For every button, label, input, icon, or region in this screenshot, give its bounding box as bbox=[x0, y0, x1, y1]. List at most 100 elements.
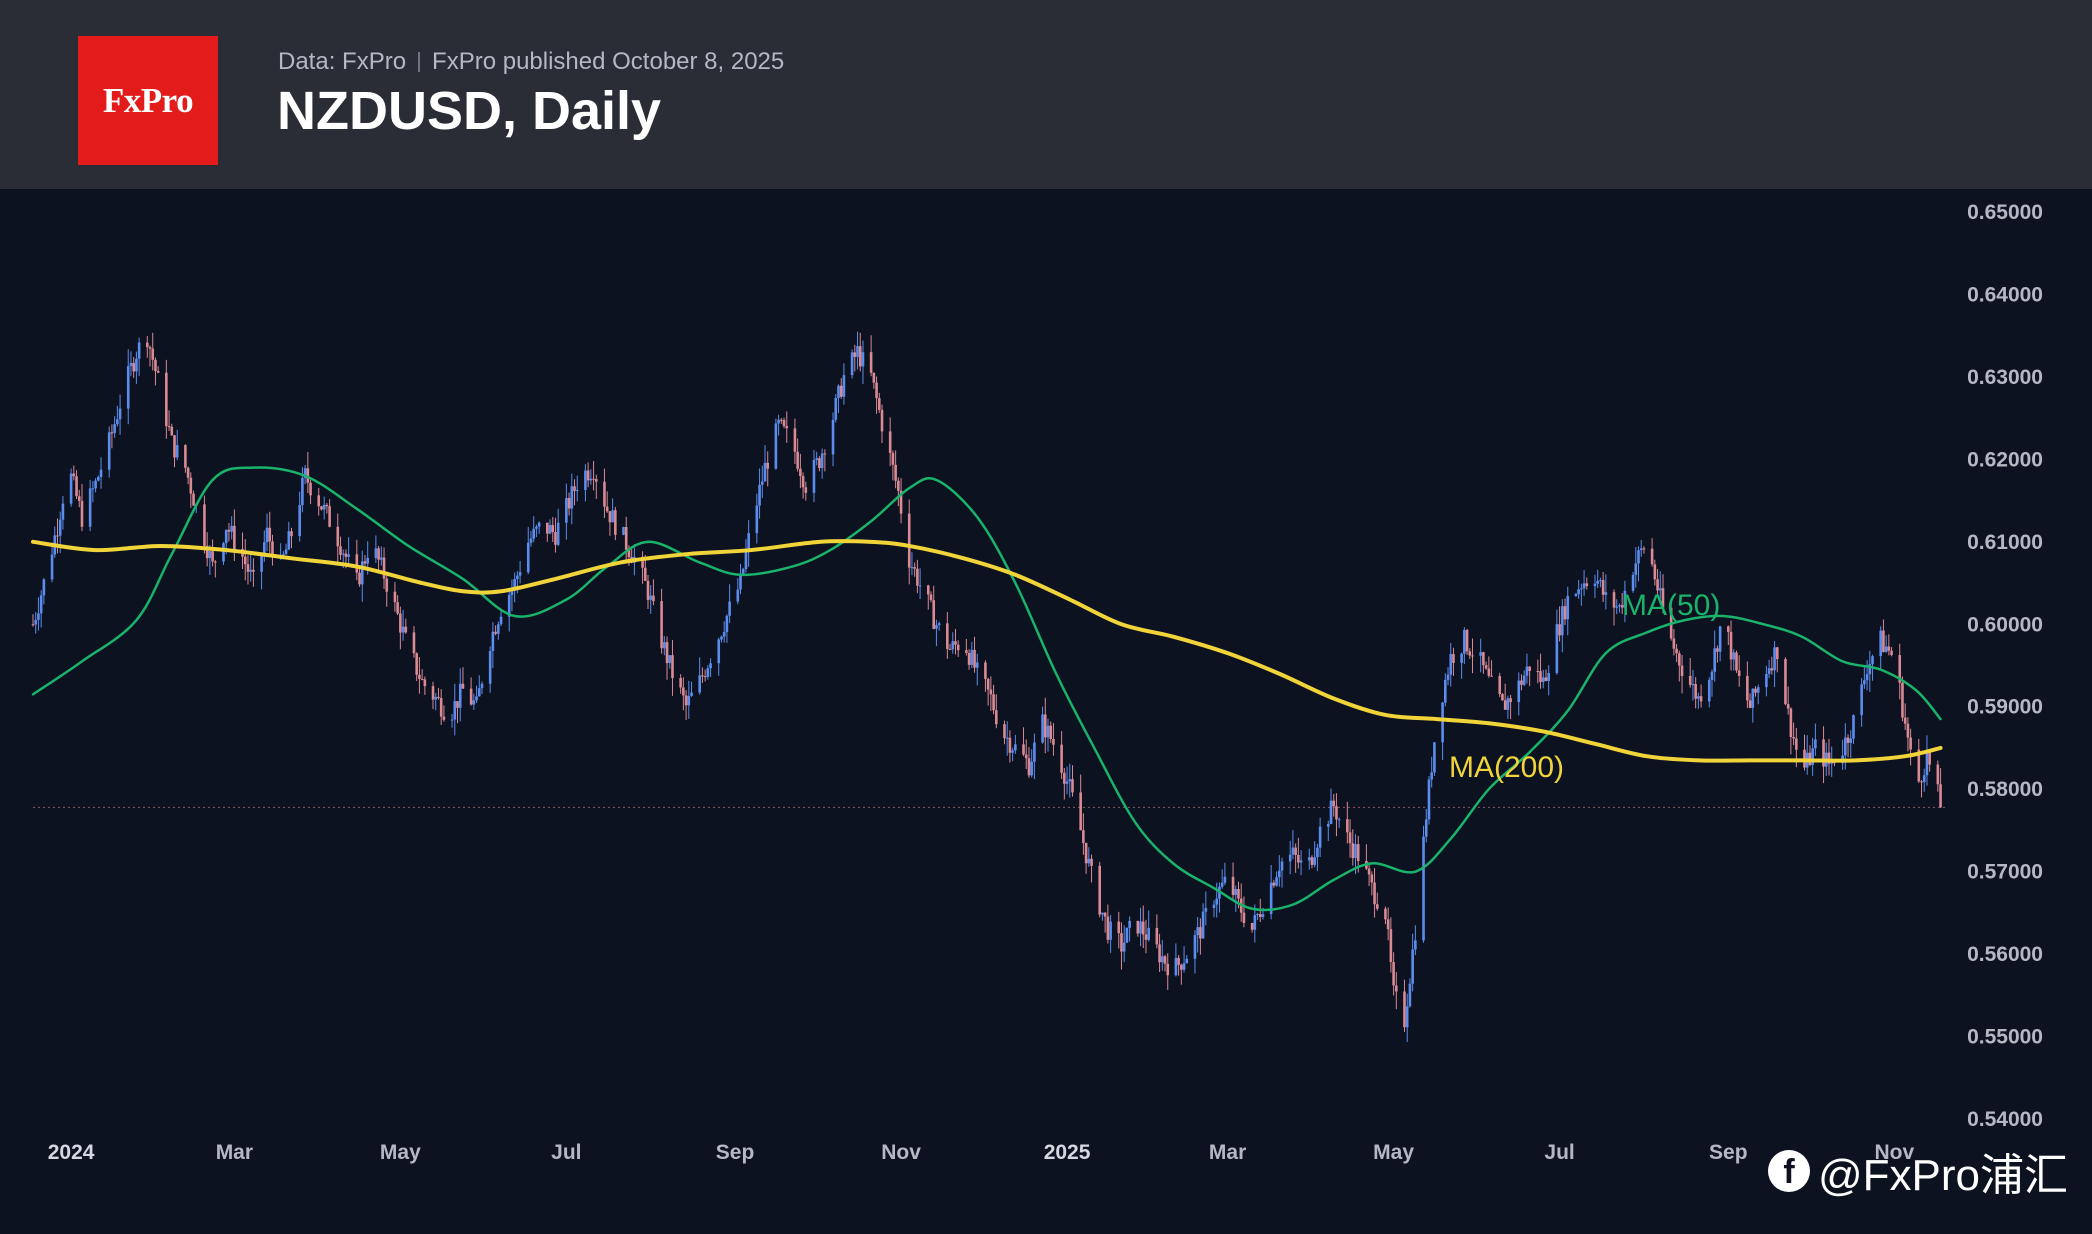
candle-body bbox=[611, 510, 614, 523]
candle-body bbox=[499, 616, 503, 625]
candle-body bbox=[1231, 876, 1235, 895]
candle-body bbox=[303, 468, 307, 478]
candle-body bbox=[249, 569, 252, 572]
candle-body bbox=[605, 506, 609, 512]
candle-body bbox=[301, 477, 304, 506]
candle-body bbox=[208, 551, 212, 559]
candle-body bbox=[224, 529, 228, 544]
candles-group bbox=[31, 331, 1942, 1043]
candle-body bbox=[1792, 737, 1795, 739]
candle-body bbox=[1307, 857, 1311, 861]
candle-body bbox=[1468, 651, 1472, 656]
candle-body bbox=[1547, 673, 1551, 682]
candle-body bbox=[894, 464, 897, 481]
candle-body bbox=[663, 642, 666, 649]
candle-body bbox=[1220, 882, 1224, 887]
candle-body bbox=[453, 701, 457, 720]
candle-body bbox=[1577, 589, 1580, 595]
candle-body bbox=[799, 468, 802, 477]
candle-body bbox=[1033, 742, 1036, 762]
candle-body bbox=[1060, 744, 1063, 773]
candle-body bbox=[154, 359, 157, 372]
candle-body bbox=[268, 527, 272, 542]
candle-body bbox=[1348, 832, 1352, 844]
candle-body bbox=[858, 346, 862, 367]
candle-body bbox=[306, 468, 310, 483]
candle-body bbox=[725, 615, 729, 632]
candle-body bbox=[888, 431, 892, 453]
candle-body bbox=[151, 348, 155, 360]
candle-body bbox=[548, 525, 552, 534]
watermark: f @FxPro浦汇 bbox=[1768, 1139, 2068, 1203]
candle-body bbox=[148, 347, 152, 349]
candle-body bbox=[1471, 655, 1474, 657]
candle-body bbox=[1634, 563, 1638, 575]
candle-body bbox=[1180, 964, 1183, 970]
candle-body bbox=[1011, 750, 1014, 753]
candle-body bbox=[1294, 847, 1297, 855]
candle-body bbox=[1063, 772, 1066, 784]
candle-body bbox=[322, 504, 326, 510]
y-tick-label: 0.65000 bbox=[1967, 201, 2043, 224]
candle-body bbox=[355, 554, 359, 573]
candle-body bbox=[1106, 916, 1110, 940]
candle-body bbox=[1566, 595, 1570, 620]
y-tick-label: 0.61000 bbox=[1967, 531, 2043, 554]
candle-body bbox=[518, 572, 522, 576]
candle-body bbox=[1313, 857, 1316, 865]
candle-body bbox=[1620, 605, 1624, 608]
candle-body bbox=[399, 613, 402, 633]
candle-body bbox=[412, 632, 416, 654]
price-chart[interactable]: MA(50) MA(200) 0.65000 0.64000 0.63000 0.620… bbox=[0, 189, 2092, 1234]
candle-body bbox=[1046, 725, 1050, 738]
candle-body bbox=[717, 639, 721, 664]
candle-body bbox=[282, 554, 285, 556]
candle-body bbox=[741, 569, 745, 574]
candle-body bbox=[1258, 914, 1262, 917]
candle-body bbox=[701, 675, 704, 677]
candle-body bbox=[1656, 579, 1659, 591]
candle-body bbox=[1201, 911, 1205, 939]
candle-body bbox=[107, 432, 111, 470]
candle-body bbox=[252, 569, 255, 572]
candle-body bbox=[1136, 920, 1140, 934]
candle-body bbox=[118, 408, 122, 420]
candle-body bbox=[1196, 927, 1199, 936]
chart-title: NZDUSD, Daily bbox=[277, 81, 662, 141]
candle-body bbox=[1528, 666, 1531, 671]
candle-body bbox=[1452, 654, 1455, 663]
candle-body bbox=[309, 482, 312, 496]
x-tick-label: 2024 bbox=[48, 1141, 95, 1164]
x-tick-label: Jul bbox=[551, 1141, 581, 1164]
candle-body bbox=[1561, 606, 1564, 636]
candle-body bbox=[420, 678, 424, 680]
candle-body bbox=[614, 510, 617, 535]
candle-body bbox=[1237, 889, 1240, 899]
candle-body bbox=[488, 650, 492, 684]
candle-body bbox=[875, 382, 878, 399]
candle-body bbox=[965, 650, 968, 653]
fxpro-logo: FxPro bbox=[78, 36, 218, 165]
candle-body bbox=[986, 678, 990, 690]
candle-body bbox=[344, 553, 348, 557]
candle-body bbox=[1177, 957, 1180, 965]
candle-body bbox=[937, 623, 941, 625]
candle-body bbox=[99, 469, 103, 478]
ma50-label: MA(50) bbox=[1622, 589, 1720, 622]
candle-body bbox=[461, 683, 465, 689]
candle-body bbox=[954, 641, 957, 645]
candle-body bbox=[537, 522, 541, 527]
candle-body bbox=[1052, 739, 1055, 745]
candle-body bbox=[56, 535, 59, 537]
candle-body bbox=[205, 545, 209, 559]
candle-body bbox=[671, 655, 674, 679]
candle-body bbox=[1139, 921, 1142, 934]
candle-body bbox=[1852, 715, 1855, 739]
candle-body bbox=[918, 585, 922, 587]
candle-body bbox=[510, 588, 514, 595]
candle-body bbox=[469, 688, 473, 705]
candle-body bbox=[418, 674, 421, 679]
candle-body bbox=[812, 459, 816, 493]
candle-body bbox=[926, 585, 930, 595]
candle-body bbox=[377, 548, 380, 560]
